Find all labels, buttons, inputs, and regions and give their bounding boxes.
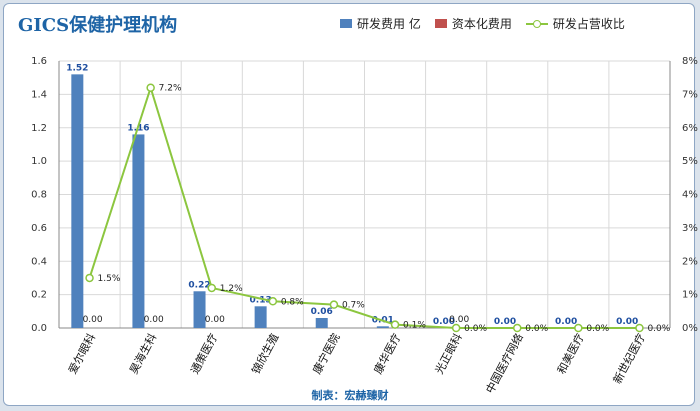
y2-tick-label-7: 7% [682, 89, 698, 100]
ratio-value-label-2: 1.2% [220, 284, 243, 294]
y2-tick-label-1: 1% [682, 290, 698, 301]
bar-rd-5 [376, 326, 389, 328]
ratio-point-6 [451, 323, 461, 333]
bar-capex-value-label-1: 0.00 [144, 315, 164, 325]
legend-label-ratio: 研发占营收比 [552, 17, 625, 31]
y-tick-label-1: 0.2 [31, 290, 47, 301]
ratio-point-4 [329, 300, 339, 309]
x-tick-label-4: 康宁医院 [310, 331, 343, 376]
credit-note: 制表：宏赫臻财 [311, 389, 389, 402]
x-tick-label-5: 康华医疗 [371, 331, 404, 376]
bar-rd-0 [71, 74, 84, 328]
legend: 研发费用 亿 资本化费用 研发占营收比 [340, 15, 639, 32]
bar-capex-value-label-6: 0.00 [449, 315, 469, 325]
bar-capex-value-label-0: 0.00 [83, 315, 103, 325]
y2-tick-label-4: 4% [682, 190, 698, 201]
x-tick-label-7: 中国医疗网络 [483, 331, 526, 396]
legend-item-ratio: 研发占营收比 [525, 15, 625, 32]
ratio-point-9 [635, 323, 644, 333]
ratio-point-3 [268, 297, 278, 306]
legend-item-capex: 资本化费用 [434, 15, 512, 32]
bar-rd-2 [193, 291, 206, 328]
ratio-point-5 [390, 320, 400, 329]
ratio-point-8 [574, 323, 583, 333]
ratio-point-0 [85, 273, 94, 283]
y-tick-label-4: 0.8 [31, 190, 47, 201]
ratio-value-label-0: 1.5% [98, 274, 121, 284]
ratio-value-label-4: 0.7% [342, 301, 365, 311]
bar-rd-3 [254, 306, 267, 328]
legend-line-ratio [525, 19, 548, 29]
bar-rd-value-label-7: 0.00 [494, 317, 516, 327]
x-tick-label-1: 昊海生科 [126, 331, 159, 376]
ratio-value-label-9: 0.0% [647, 324, 670, 334]
bar-rd-value-label-8: 0.00 [555, 317, 577, 327]
y-tick-label-2: 0.4 [31, 256, 47, 267]
y2-tick-label-3: 3% [682, 223, 698, 234]
bar-rd-value-label-9: 0.00 [616, 317, 638, 327]
chart-title: GICS保健护理机构 [18, 15, 178, 36]
x-tick-label-6: 光正眼科 [432, 331, 465, 376]
ratio-value-label-8: 0.0% [586, 324, 609, 334]
bar-rd-4 [315, 317, 328, 328]
legend-swatch-rd [340, 19, 352, 28]
bar-rd-value-label-4: 0.06 [311, 307, 333, 317]
ratio-value-label-1: 7.2% [159, 84, 182, 94]
x-tick-label-9: 新世纪医疗 [610, 331, 648, 386]
y-tick-label-8: 1.6 [31, 56, 47, 67]
bar-rd-value-label-3: 0.13 [250, 295, 272, 305]
bar-rd-value-label-0: 1.52 [66, 63, 88, 73]
ratio-value-label-5: 0.1% [403, 321, 426, 331]
y-tick-label-3: 0.6 [31, 223, 47, 234]
bar-rd-value-label-2: 0.22 [188, 280, 210, 290]
y2-tick-label-8: 8% [682, 56, 698, 67]
y-tick-label-0: 0.0 [31, 323, 47, 334]
y-tick-label-6: 1.2 [31, 123, 47, 134]
legend-label-capex: 资本化费用 [451, 17, 512, 31]
bar-capex-value-label-2: 0.00 [205, 315, 225, 325]
ratio-value-label-7: 0.0% [525, 324, 548, 334]
bar-rd-value-label-6: 0.00 [433, 317, 455, 327]
chart-frame [3, 3, 695, 406]
ratio-point-7 [513, 323, 522, 333]
y-tick-label-5: 1.0 [31, 156, 47, 167]
ratio-value-label-6: 0.0% [464, 324, 487, 334]
x-tick-label-0: 爱尔眼科 [65, 331, 98, 376]
legend-label-rd: 研发费用 亿 [357, 17, 421, 31]
ratio-point-2 [207, 283, 216, 293]
y2-tick-label-0: 0% [682, 323, 698, 334]
ratio-value-label-3: 0.8% [281, 297, 304, 307]
ratio-point-1 [146, 83, 155, 92]
y-tick-label-7: 1.4 [31, 89, 47, 100]
legend-item-rd: 研发费用 亿 [340, 15, 421, 32]
x-tick-label-2: 通策医疗 [187, 331, 220, 376]
x-tick-label-8: 和美医疗 [554, 331, 587, 376]
legend-swatch-capex [434, 19, 447, 28]
y2-tick-label-2: 2% [682, 256, 698, 267]
y2-tick-label-6: 6% [682, 123, 698, 134]
x-tick-label-3: 锦欣生殖 [248, 331, 281, 376]
bar-rd-1 [132, 134, 145, 328]
ratio-line [88, 84, 640, 329]
y2-tick-label-5: 5% [682, 156, 698, 167]
